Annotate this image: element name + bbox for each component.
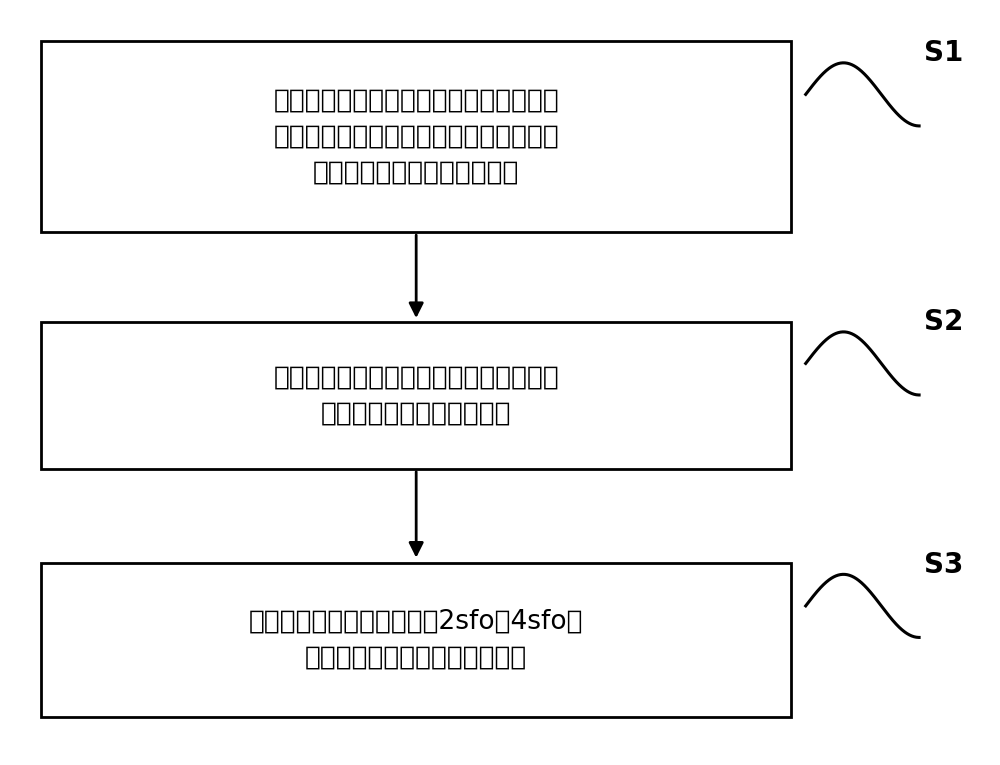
Text: 监测融合相关谱图是否存在2sfo、4sfo等
谱峰来判断当前电机的健康状态: 监测融合相关谱图是否存在2sfo、4sfo等 谱峰来判断当前电机的健康状态 <box>249 609 583 671</box>
Text: S1: S1 <box>924 39 963 67</box>
Text: S2: S2 <box>924 308 963 336</box>
Text: S3: S3 <box>924 551 963 578</box>
Bar <box>41 563 791 717</box>
Text: 利用融合相关谱分析的方法获得电流信号
和振动信号的融合相关谱图: 利用融合相关谱分析的方法获得电流信号 和振动信号的融合相关谱图 <box>273 365 559 427</box>
Bar <box>41 41 791 233</box>
Bar <box>41 322 791 469</box>
Text: 实时监测并采集一定时间的定子电流信号
和振动信号，并分别进行希尔伯特变换，
再通过陷波滤波滤除直流分量: 实时监测并采集一定时间的定子电流信号 和振动信号，并分别进行希尔伯特变换， 再通… <box>273 87 559 185</box>
